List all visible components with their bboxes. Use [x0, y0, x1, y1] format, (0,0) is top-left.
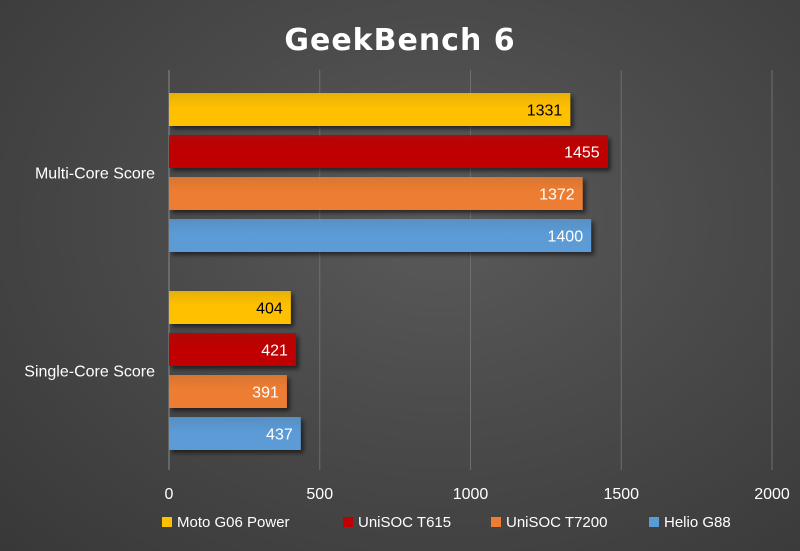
data-label: 421 [261, 343, 288, 360]
bar-helio-g88 [169, 417, 301, 450]
x-tick-label: 1000 [453, 486, 489, 503]
data-label: 437 [266, 427, 293, 444]
bar-moto-g06-power [169, 291, 291, 324]
legend: Moto G06 Power UniSOC T615 UniSOC T7200 Hel… [162, 514, 731, 531]
bar-unisoc-t615 [169, 135, 608, 168]
legend-label: Moto G06 Power [177, 514, 290, 531]
x-tick-label: 2000 [754, 486, 790, 503]
category-label: Single-Core Score [24, 364, 155, 381]
data-label: 391 [252, 385, 279, 402]
legend-swatch [649, 517, 659, 527]
bars [169, 93, 608, 450]
chart-title: GeekBench 6 [284, 23, 515, 58]
legend-label: UniSOC T615 [358, 514, 451, 531]
legend-label: Helio G88 [664, 514, 731, 531]
bar-helio-g88 [169, 219, 592, 252]
bar-unisoc-t7200 [169, 177, 583, 210]
x-tick-label: 500 [306, 486, 333, 503]
legend-swatch [491, 517, 501, 527]
grid [168, 70, 773, 470]
x-tick-label: 0 [165, 486, 174, 503]
data-label: 1331 [527, 103, 563, 120]
data-label: 404 [256, 301, 283, 318]
category-labels: Multi-Core Score Single-Core Score [24, 166, 155, 381]
x-tick-label: 1500 [603, 486, 639, 503]
category-label: Multi-Core Score [35, 166, 155, 183]
bar-unisoc-t615 [169, 333, 296, 366]
data-label: 1372 [539, 187, 575, 204]
data-label: 1400 [548, 229, 584, 246]
legend-label: UniSOC T7200 [506, 514, 607, 531]
bar-unisoc-t7200 [169, 375, 287, 408]
data-labels: 1331 1455 1372 1400 404 421 391 437 [252, 103, 600, 444]
bar-moto-g06-power [169, 93, 571, 126]
legend-swatch [162, 517, 172, 527]
data-label: 1455 [564, 145, 600, 162]
x-axis-ticks: 0 500 1000 1500 2000 [165, 486, 790, 503]
legend-swatch [343, 517, 353, 527]
